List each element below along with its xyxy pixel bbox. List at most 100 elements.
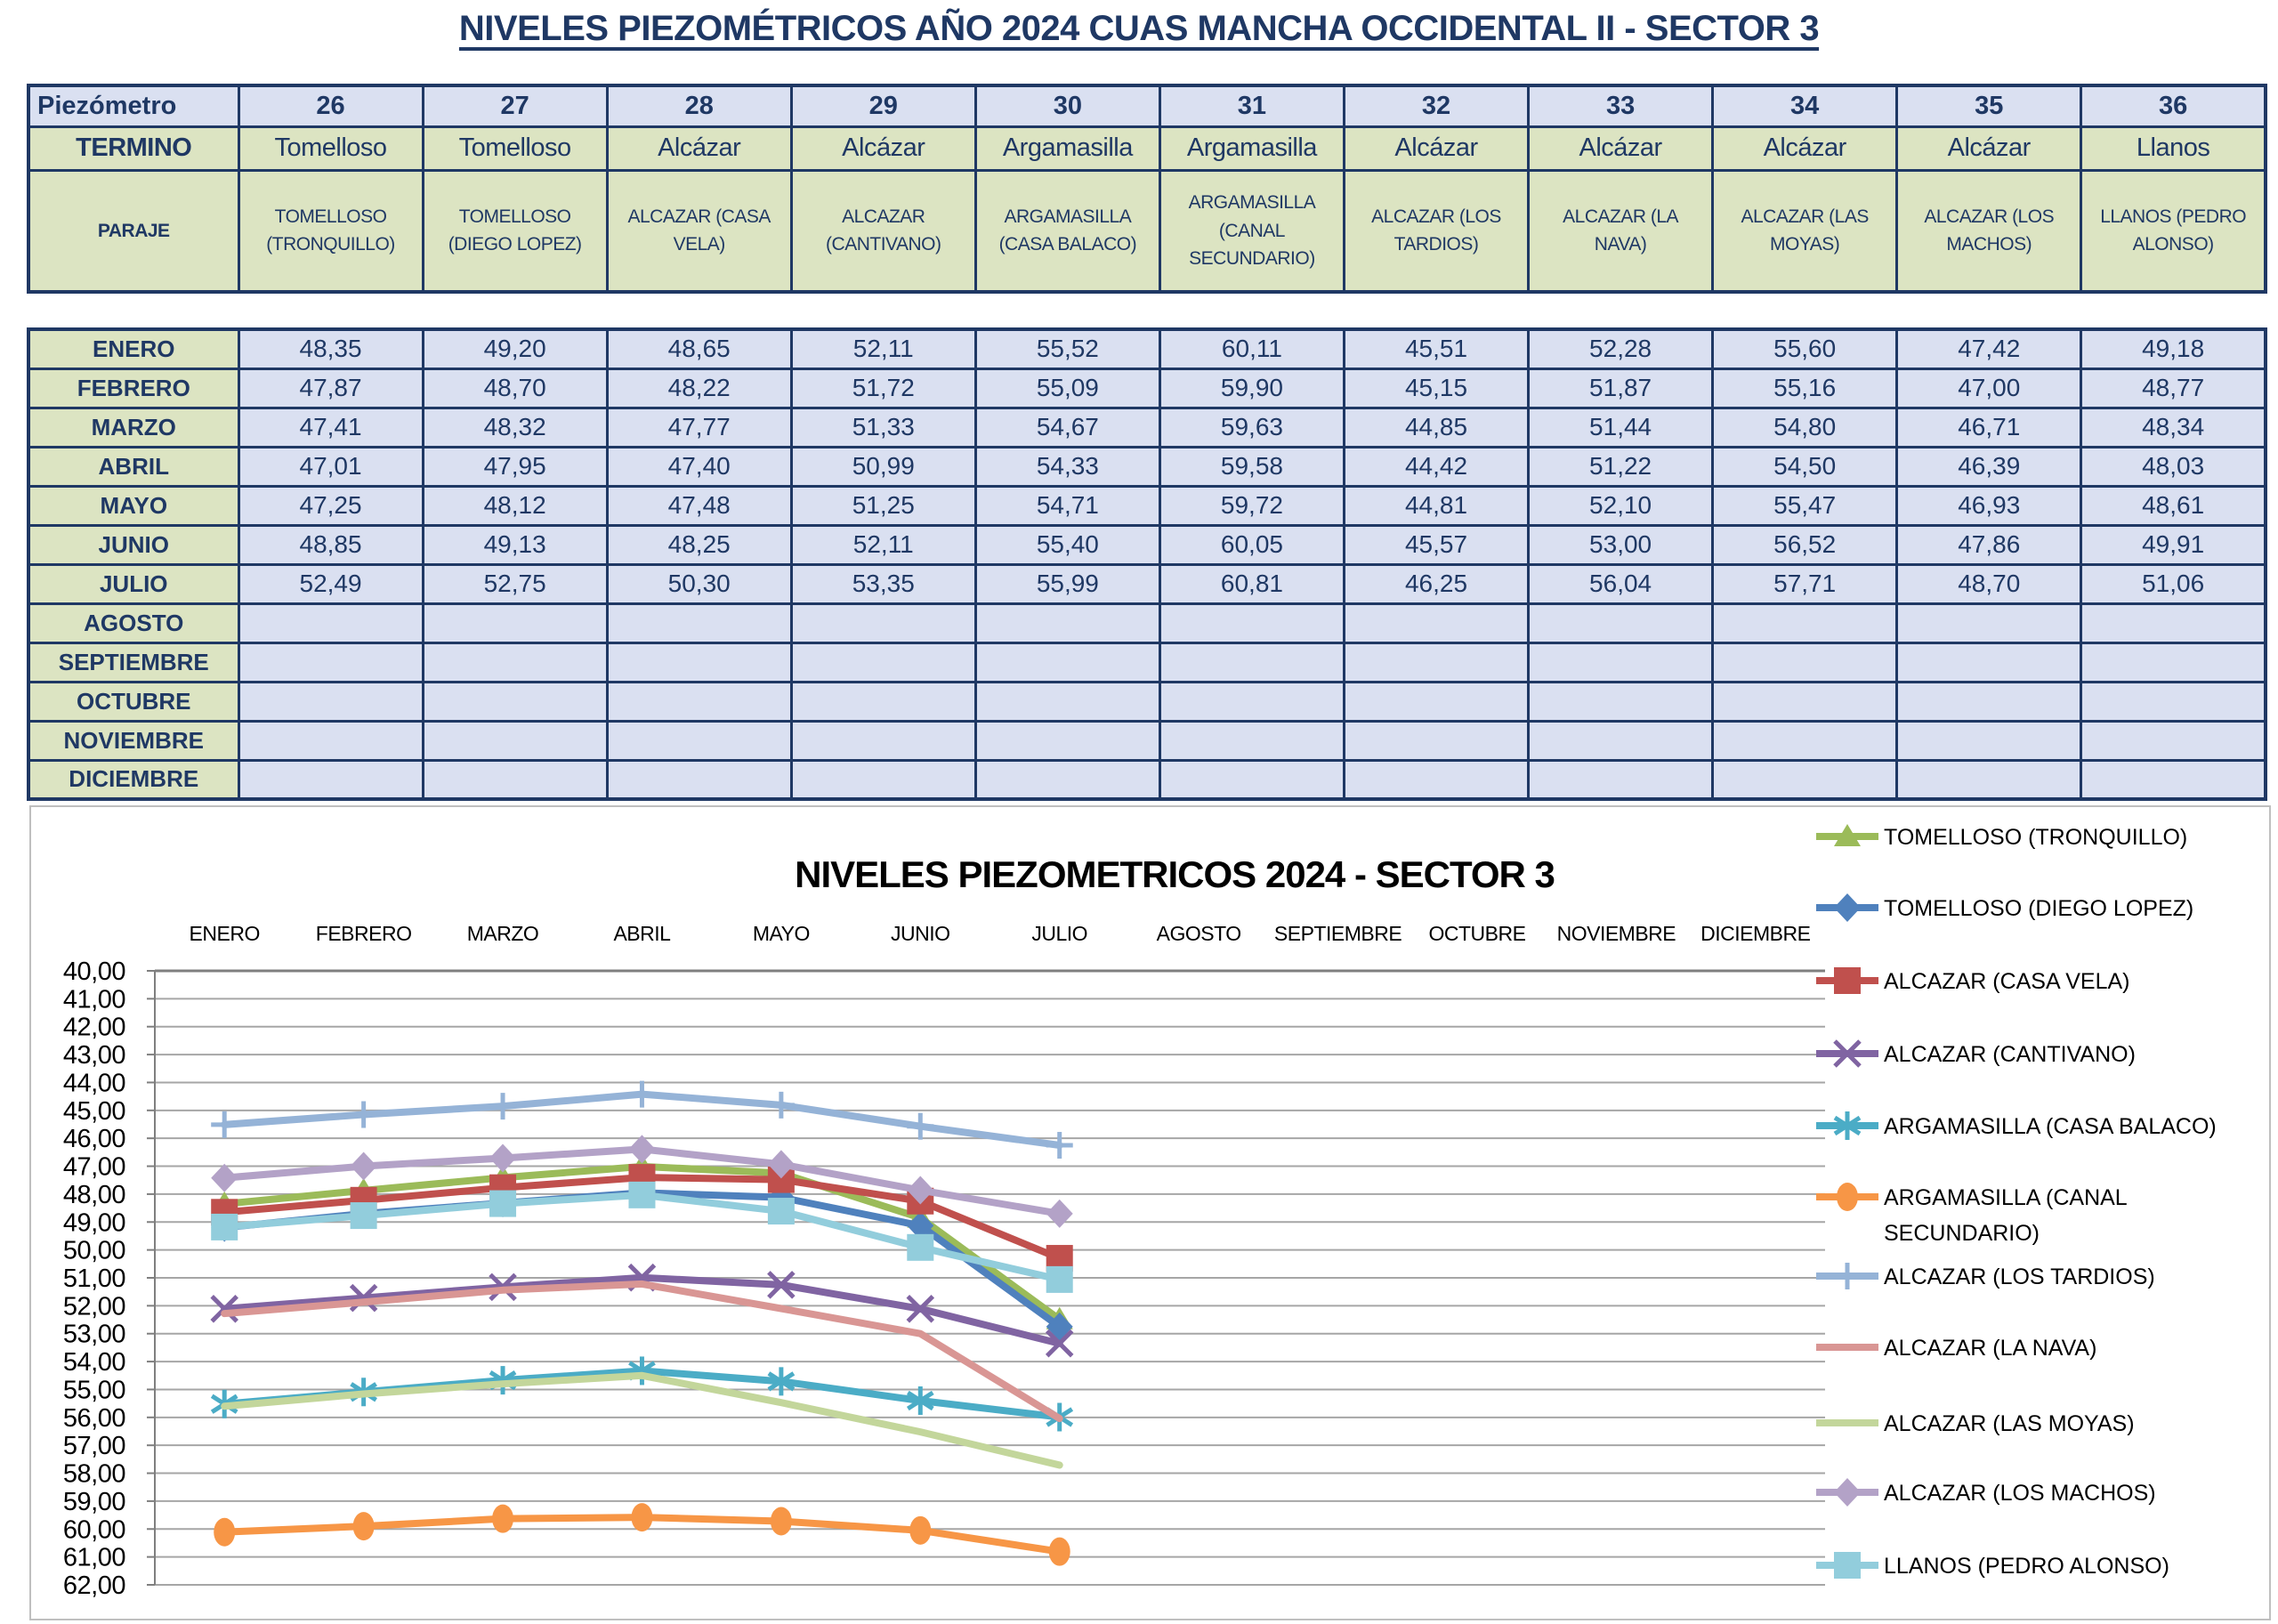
value-cell	[1895, 719, 2083, 762]
value-cell: 46,25	[1342, 562, 1531, 605]
value-cell: 52,28	[1527, 327, 1715, 370]
value-cell: 59,63	[1158, 406, 1345, 448]
legend-label: ALCAZAR (CASA VELA)	[1884, 969, 2129, 994]
monthly-values-table: ENERO 48,35 49,20 48,65 52,11 55,52 60,11 45,51…	[27, 327, 2267, 801]
square-marker	[211, 1213, 238, 1240]
value-cell	[2080, 641, 2267, 683]
value-cell: 52,11	[789, 523, 977, 566]
y-axis-tick-label: 59,00	[63, 1488, 125, 1516]
value-cell	[1158, 641, 1345, 683]
value-cell: 47,40	[605, 445, 793, 488]
value-cell: 48,32	[421, 406, 609, 448]
value-cell	[1711, 680, 1899, 723]
month-label-cell: AGOSTO	[27, 602, 240, 644]
diamond-marker	[1834, 1478, 1861, 1507]
gridlines-group	[147, 970, 1825, 1586]
value-cell: 47,48	[605, 484, 793, 527]
value-cell	[1158, 719, 1345, 762]
value-cell	[1711, 641, 1899, 683]
value-cell	[1342, 641, 1531, 683]
square-marker	[1834, 967, 1861, 994]
x-axis-month-label: SEPTIEMBRE	[1274, 922, 1402, 945]
value-cell: 54,67	[973, 406, 1161, 448]
value-cell	[1895, 680, 2083, 723]
value-cell: 47,01	[237, 445, 424, 488]
paraje-cell: ALCAZAR (CANTIVANO)	[789, 168, 977, 294]
value-cell: 47,42	[1895, 327, 2083, 370]
value-cell: 47,95	[421, 445, 609, 488]
value-cell	[605, 758, 793, 801]
diamond-marker	[489, 1143, 517, 1173]
circle-marker	[352, 1512, 375, 1541]
diamond-marker	[1834, 893, 1861, 922]
value-cell	[2080, 719, 2267, 762]
y-axis-labels: 40,0041,0042,0043,0044,0045,0046,0047,00…	[63, 957, 126, 1600]
table-row: OCTUBRE	[27, 680, 2267, 723]
value-cell	[973, 758, 1161, 801]
value-cell	[1895, 758, 2083, 801]
circle-marker	[631, 1503, 653, 1532]
y-axis-tick-label: 61,00	[63, 1544, 125, 1572]
value-cell: 46,71	[1895, 406, 2083, 448]
x-marker	[906, 1295, 935, 1323]
value-cell: 47,25	[237, 484, 424, 527]
value-cell: 55,99	[973, 562, 1161, 605]
value-cell	[1342, 758, 1531, 801]
x-axis-month-label: AGOSTO	[1157, 922, 1241, 945]
x-axis-month-label: JULIO	[1031, 922, 1087, 945]
piezometer-number-cell: 27	[421, 84, 609, 128]
month-label-cell: SEPTIEMBRE	[27, 641, 240, 683]
legend-item: LLANOS (PEDRO ALONSO)	[1816, 1552, 2169, 1579]
value-cell: 59,58	[1158, 445, 1345, 488]
value-cell: 44,81	[1342, 484, 1531, 527]
piezometer-number-cell: 29	[789, 84, 977, 128]
value-cell: 46,93	[1895, 484, 2083, 527]
value-cell	[2080, 758, 2267, 801]
piezometer-number-cell: 28	[605, 84, 793, 128]
chart-canvas: NIVELES PIEZOMETRICOS 2024 - SECTOR 3 40…	[63, 824, 2217, 1600]
paraje-cell: TOMELLOSO (DIEGO LOPEZ)	[421, 168, 609, 294]
paraje-cell: ALCAZAR (LA NAVA)	[1527, 168, 1715, 294]
termino-row-label: TERMINO	[27, 125, 240, 172]
value-cell: 55,09	[973, 367, 1161, 409]
value-cell	[421, 719, 609, 762]
value-cell	[1527, 602, 1715, 644]
value-cell: 55,52	[973, 327, 1161, 370]
value-cell	[605, 602, 793, 644]
legend-label: ALCAZAR (LOS MACHOS)	[1884, 1481, 2156, 1506]
month-label-cell: JULIO	[27, 562, 240, 605]
value-cell: 48,70	[1895, 562, 2083, 605]
legend-label: SECUNDARIO)	[1884, 1221, 2040, 1246]
value-cell	[1711, 719, 1899, 762]
value-cell	[421, 602, 609, 644]
value-cell	[1527, 641, 1715, 683]
value-cell	[1895, 602, 2083, 644]
value-cell: 45,57	[1342, 523, 1531, 566]
value-cell	[237, 602, 424, 644]
value-cell: 56,04	[1527, 562, 1715, 605]
value-cell	[973, 719, 1161, 762]
legend-label: LLANOS (PEDRO ALONSO)	[1884, 1554, 2169, 1579]
value-cell: 48,03	[2080, 445, 2267, 488]
diamond-marker	[350, 1151, 377, 1181]
value-cell	[1158, 680, 1345, 723]
diamond-marker	[1046, 1199, 1073, 1228]
month-label-cell: FEBRERO	[27, 367, 240, 409]
value-cell	[1158, 602, 1345, 644]
value-cell: 44,42	[1342, 445, 1531, 488]
x-axis-labels: ENERO FEBRERO MARZO ABRIL MAYO JUNIO JULIO AGOS…	[190, 922, 1812, 945]
value-cell	[1158, 758, 1345, 801]
value-cell	[1342, 680, 1531, 723]
paraje-cell: TOMELLOSO (TRONQUILLO)	[237, 168, 424, 294]
value-cell: 49,91	[2080, 523, 2267, 566]
diamond-marker	[628, 1135, 656, 1164]
paraje-cell: ARGAMASILLA (CASA BALACO)	[973, 168, 1161, 294]
piezometer-number-cell: 35	[1895, 84, 2083, 128]
month-label-cell: ENERO	[27, 327, 240, 370]
paraje-cell: ALCAZAR (LAS MOYAS)	[1711, 168, 1899, 294]
piezometer-number-cell: 32	[1342, 84, 1531, 128]
termino-cell: Alcázar	[1527, 125, 1715, 172]
y-axis-tick-label: 62,00	[63, 1571, 125, 1600]
value-cell	[1527, 758, 1715, 801]
termino-cell: Alcázar	[605, 125, 793, 172]
